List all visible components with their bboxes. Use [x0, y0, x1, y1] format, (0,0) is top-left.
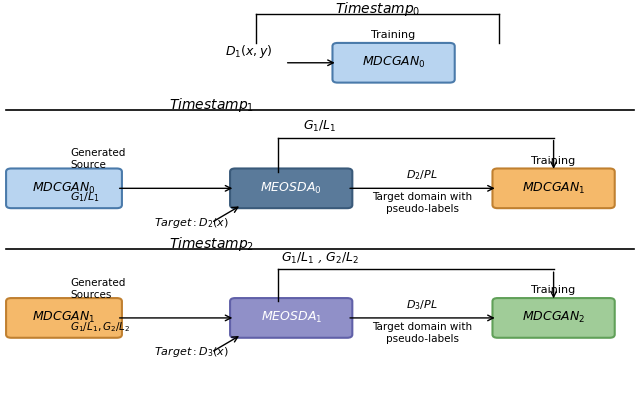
- Text: $Target : D_2(x)$: $Target : D_2(x)$: [154, 216, 228, 230]
- FancyBboxPatch shape: [333, 43, 454, 83]
- Text: Target domain with
pseudo-labels: Target domain with pseudo-labels: [372, 322, 472, 343]
- Text: $MEOSDA_0$: $MEOSDA_0$: [260, 181, 322, 196]
- Text: Training: Training: [531, 156, 576, 166]
- Text: $G_1/L_1, G_2/L_2$: $G_1/L_1, G_2/L_2$: [70, 320, 131, 334]
- Text: $MEOSDA_1$: $MEOSDA_1$: [260, 310, 322, 326]
- Text: $MDCGAN_2$: $MDCGAN_2$: [522, 310, 585, 326]
- Text: Generated
Source: Generated Source: [70, 149, 126, 170]
- FancyBboxPatch shape: [6, 168, 122, 208]
- Text: $MDCGAN_1$: $MDCGAN_1$: [32, 310, 96, 326]
- Text: $MDCGAN_0$: $MDCGAN_0$: [362, 55, 426, 70]
- Text: $Target : D_3(x)$: $Target : D_3(x)$: [154, 345, 228, 359]
- Text: Training: Training: [371, 30, 416, 40]
- Text: $Timestamp_2$: $Timestamp_2$: [169, 235, 253, 253]
- Text: $D_3/PL$: $D_3/PL$: [406, 298, 438, 312]
- Text: $Timestamp_0$: $Timestamp_0$: [335, 0, 420, 18]
- Text: Target domain with
pseudo-labels: Target domain with pseudo-labels: [372, 192, 472, 214]
- FancyBboxPatch shape: [493, 298, 614, 338]
- FancyBboxPatch shape: [230, 168, 352, 208]
- FancyBboxPatch shape: [493, 168, 614, 208]
- Text: Generated
Sources: Generated Sources: [70, 278, 126, 300]
- Text: $Timestamp_1$: $Timestamp_1$: [168, 96, 254, 114]
- Text: $MDCGAN_0$: $MDCGAN_0$: [32, 181, 96, 196]
- Text: $G_1/L_1$ , $G_2/L_2$: $G_1/L_1$ , $G_2/L_2$: [281, 251, 359, 265]
- Text: $D_2/PL$: $D_2/PL$: [406, 168, 438, 182]
- Text: Training: Training: [531, 285, 576, 295]
- FancyBboxPatch shape: [230, 298, 352, 338]
- Text: $G_1/L_1$: $G_1/L_1$: [303, 119, 337, 134]
- FancyBboxPatch shape: [6, 298, 122, 338]
- Text: $MDCGAN_1$: $MDCGAN_1$: [522, 181, 586, 196]
- Text: $G_1/L_1$: $G_1/L_1$: [70, 190, 100, 204]
- Text: $D_1(x,y)$: $D_1(x,y)$: [225, 43, 272, 60]
